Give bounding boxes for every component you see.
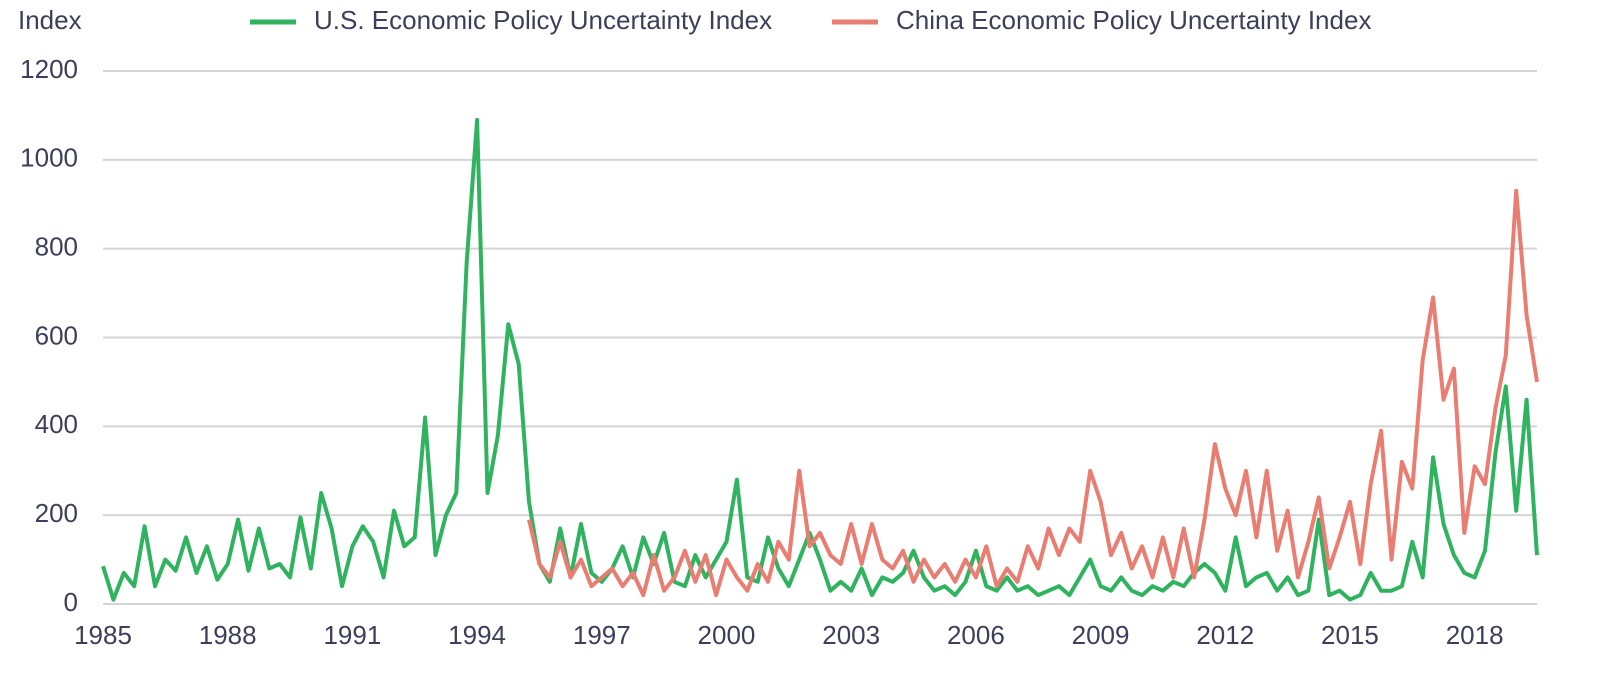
y-tick-label: 0	[64, 587, 78, 617]
x-tick-label: 1991	[323, 620, 381, 650]
y-tick-label: 1200	[20, 54, 78, 84]
x-tick-label: 2006	[947, 620, 1005, 650]
legend-label: China Economic Policy Uncertainty Index	[896, 5, 1371, 35]
y-tick-label: 800	[35, 232, 78, 262]
legend-label: U.S. Economic Policy Uncertainty Index	[314, 5, 772, 35]
x-tick-label: 1994	[448, 620, 506, 650]
y-tick-label: 1000	[20, 143, 78, 173]
y-axis-label: Index	[18, 5, 82, 35]
y-tick-label: 600	[35, 320, 78, 350]
x-tick-label: 2009	[1072, 620, 1130, 650]
x-tick-label: 2003	[822, 620, 880, 650]
series-line	[101, 117, 1539, 602]
x-tick-label: 2012	[1196, 620, 1254, 650]
series-line	[527, 188, 1539, 598]
x-tick-label: 1985	[74, 620, 132, 650]
x-tick-label: 2018	[1446, 620, 1504, 650]
x-tick-label: 1997	[573, 620, 631, 650]
x-tick-label: 2000	[698, 620, 756, 650]
y-tick-label: 400	[35, 409, 78, 439]
x-tick-label: 1988	[199, 620, 257, 650]
x-tick-label: 2015	[1321, 620, 1379, 650]
y-tick-label: 200	[35, 498, 78, 528]
